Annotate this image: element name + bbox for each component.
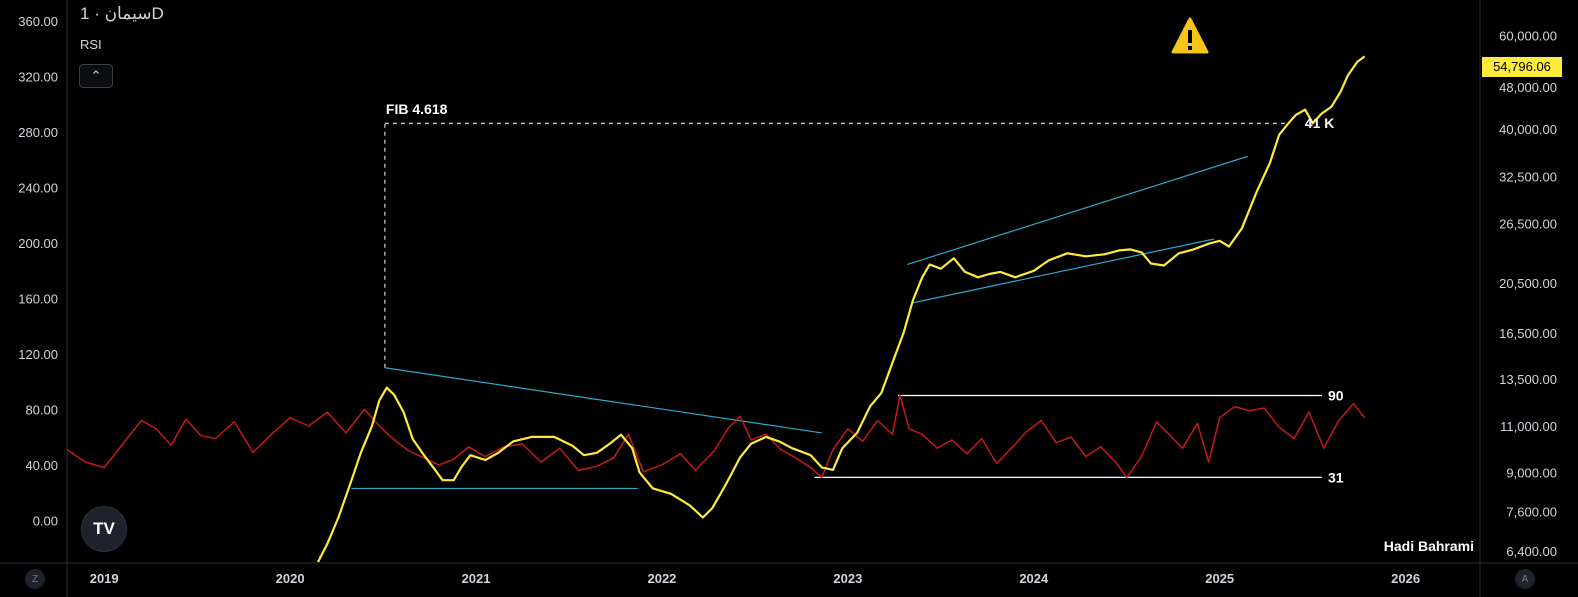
time-axis-tick-label: 2021	[462, 571, 491, 586]
time-axis-tick-label: 2022	[647, 571, 676, 586]
auto-scale-button[interactable]: A	[1515, 569, 1535, 589]
target-label: 41 K	[1305, 115, 1335, 131]
time-axis-tick-label: 2020	[276, 571, 305, 586]
right-axis-tick-label: 40,000.00	[1499, 122, 1557, 137]
rsi-lower-label: 31	[1328, 469, 1344, 485]
left-axis-tick-label: 80.00	[25, 402, 58, 417]
trendline	[384, 367, 822, 434]
time-axis-tick-label: 2026	[1391, 571, 1420, 586]
right-axis-tick-label: 32,500.00	[1499, 170, 1557, 185]
right-axis-tick-label: 16,500.00	[1499, 326, 1557, 341]
trendline	[912, 238, 1215, 304]
right-axis-tick-label: 48,000.00	[1499, 80, 1557, 95]
left-axis-tick-label: 120.00	[18, 347, 58, 362]
right-axis-tick-label: 60,000.00	[1499, 29, 1557, 44]
time-zone-button[interactable]: Z	[25, 569, 45, 589]
time-axis-tick-label: 2023	[833, 571, 862, 586]
chart-title[interactable]: سیمان · 1D	[80, 4, 164, 23]
warning-triangle-icon[interactable]	[1171, 17, 1209, 54]
right-axis-tick-label: 26,500.00	[1499, 217, 1557, 232]
fib-label: FIB 4.618	[386, 101, 448, 117]
left-axis-tick-label: 200.00	[18, 236, 58, 251]
left-axis-tick-label: 0.00	[33, 513, 58, 528]
right-axis-tick-label: 13,500.00	[1499, 372, 1557, 387]
last-price-tag: 54,796.06	[1482, 57, 1562, 77]
time-axis-tick-label: 2024	[1019, 571, 1049, 586]
time-axis-tick-label: 2025	[1205, 571, 1234, 586]
trendline	[907, 155, 1248, 266]
left-axis-tick-label: 320.00	[18, 69, 58, 84]
rsi-upper-label: 90	[1328, 387, 1344, 403]
collapse-legend-button[interactable]: ⌃	[79, 64, 113, 88]
left-axis-tick-label: 40.00	[25, 458, 58, 473]
right-axis-tick-label: 20,500.00	[1499, 276, 1557, 291]
price-series-line	[317, 55, 1366, 563]
tradingview-logo[interactable]: TV	[81, 506, 127, 552]
left-axis-tick-label: 280.00	[18, 125, 58, 140]
right-axis-tick-label: 9,000.00	[1506, 465, 1557, 480]
right-axis-tick-label: 6,400.00	[1506, 544, 1557, 559]
chevron-up-icon: ⌃	[90, 68, 102, 83]
author-watermark: Hadi Bahrami	[1383, 538, 1474, 554]
left-axis-tick-label: 160.00	[18, 291, 58, 306]
right-axis-tick-label: 7,600.00	[1506, 504, 1557, 519]
time-axis-tick-label: 2019	[90, 571, 119, 586]
rsi-series-line	[66, 394, 1366, 479]
right-axis-tick-label: 11,000.00	[1500, 419, 1557, 434]
indicator-name[interactable]: RSI	[80, 37, 102, 52]
left-axis-tick-label: 360.00	[18, 14, 58, 29]
left-axis-tick-label: 240.00	[18, 180, 58, 195]
